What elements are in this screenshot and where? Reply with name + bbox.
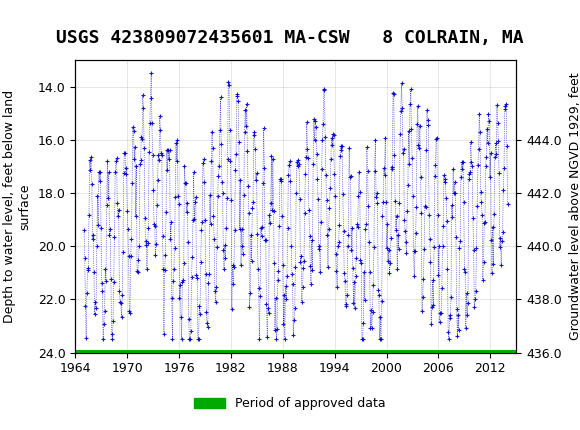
- Text: USGS 423809072435601 MA-CSW   8 COLRAIN, MA: USGS 423809072435601 MA-CSW 8 COLRAIN, M…: [56, 29, 524, 47]
- Y-axis label: Groundwater level above NGVD 1929, feet: Groundwater level above NGVD 1929, feet: [568, 73, 580, 340]
- Legend: Period of approved data: Period of approved data: [189, 392, 391, 415]
- Text: ≡USGS: ≡USGS: [6, 8, 64, 27]
- Y-axis label: Depth to water level, feet below land
surface: Depth to water level, feet below land su…: [3, 90, 31, 323]
